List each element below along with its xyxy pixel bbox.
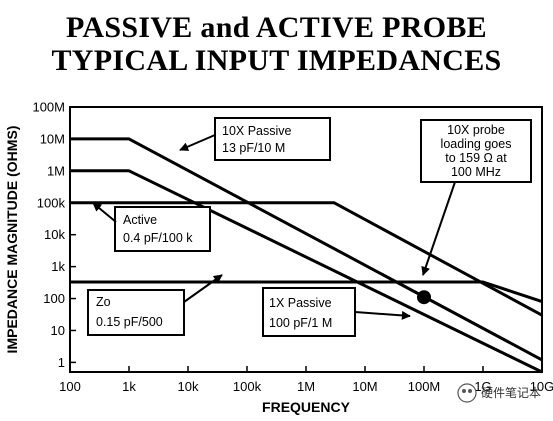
annotation-text: loading goes [441, 137, 512, 151]
annotation-text: 10X Passive [222, 124, 292, 138]
x-tick-label: 100k [233, 379, 262, 394]
annotation-arrow [92, 202, 117, 223]
x-axis-label: FREQUENCY [262, 399, 351, 415]
y-tick-label: 100M [32, 100, 65, 115]
x-tick-label: 10G [530, 379, 553, 394]
annotation-arrow [183, 274, 223, 303]
annotation-arrow [179, 134, 216, 151]
annotation-text: 0.4 pF/100 k [123, 231, 193, 245]
annotation-text: Zo [96, 295, 111, 309]
annotation-text: to 159 Ω at [445, 151, 507, 165]
annotation-text: 1X Passive [269, 296, 332, 310]
loading-point-marker [417, 290, 431, 305]
series-1x-passive-line [70, 169, 543, 374]
y-tick-label: 1 [58, 355, 65, 370]
annotation-box [87, 289, 185, 336]
chart-title-line-1: PASSIVE and ACTIVE PROBE [66, 11, 487, 44]
x-tick-label: 100M [408, 379, 441, 394]
annotation-text: 100 MHz [451, 165, 501, 179]
y-tick-label: 100 [43, 291, 65, 306]
x-tick-label: 1k [122, 379, 136, 394]
annotation-text: 10X probe [447, 123, 505, 137]
y-tick-label: 100k [37, 195, 66, 210]
annotation-1x-passive: 1X Passive 100 pF/1 M [262, 287, 411, 337]
x-tick-label: 100 [59, 379, 81, 394]
x-tick-label: 10M [352, 379, 377, 394]
series-active-line [70, 201, 543, 317]
annotation-box [420, 119, 532, 183]
annotation-text: 100 pF/1 M [269, 316, 332, 330]
annotation-zo: Zo 0.15 pF/500 [87, 274, 223, 336]
chart-title-line-2: TYPICAL INPUT IMPEDANCES [51, 44, 502, 77]
annotation-text: Active [123, 213, 157, 227]
x-tick-label: 10k [178, 379, 199, 394]
y-tick-label: 10 [51, 323, 65, 338]
annotation-box [214, 117, 331, 161]
y-tick-label: 1M [47, 163, 65, 178]
watermark-text: 硬件笔记本 [481, 385, 541, 400]
annotation-text: 0.15 pF/500 [96, 315, 163, 329]
annotation-active: Active 0.4 pF/100 k [92, 202, 211, 252]
x-tick-label: 1M [297, 379, 315, 394]
annotation-arrow [354, 310, 411, 320]
series-10x-passive-line [70, 137, 543, 362]
y-tick-label: 1k [51, 259, 65, 274]
watermark-badge: 硬件笔记本 [457, 383, 541, 403]
y-axis-label: IMPEDANCE MAGNITUDE (OHMS) [4, 126, 20, 354]
y-tick-label: 10M [40, 131, 65, 146]
annotation-box [114, 206, 211, 252]
annotation-text: 13 pF/10 M [222, 141, 285, 155]
y-tick-label: 10k [44, 227, 65, 242]
x-tick-label: 1G [474, 379, 491, 394]
annotation-10x-passive: 10X Passive 13 pF/10 M [179, 117, 331, 161]
series-zo-line [70, 280, 543, 304]
annotation-arrow [421, 181, 456, 276]
